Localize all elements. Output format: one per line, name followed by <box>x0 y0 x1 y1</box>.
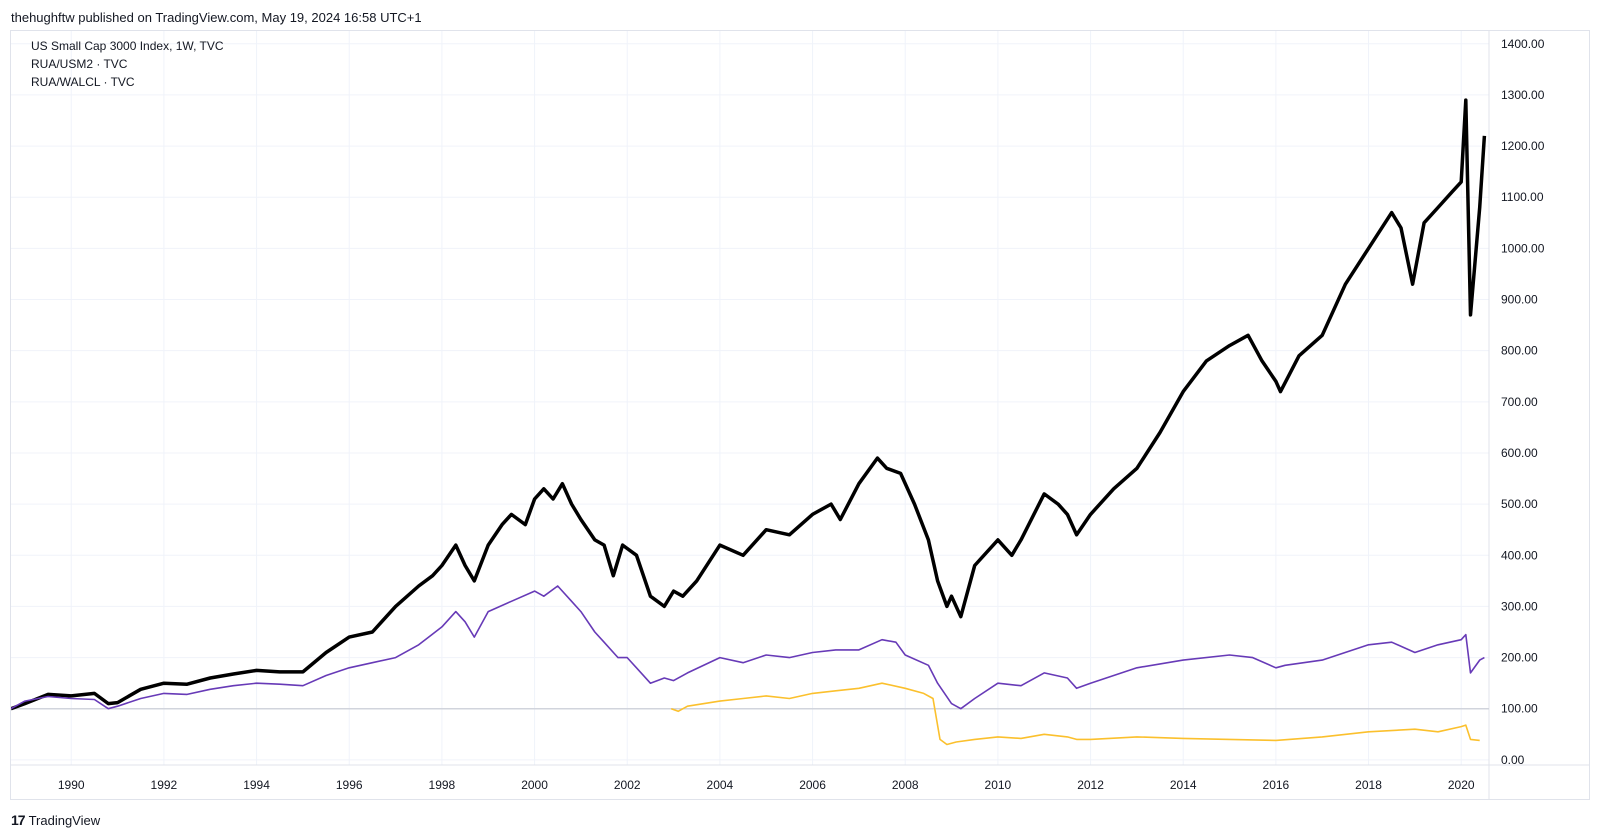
legend-item-walcl[interactable]: RUA/WALCL · TVC <box>31 75 135 89</box>
x-tick-label: 1998 <box>429 778 456 792</box>
y-tick-label: 400.00 <box>1501 548 1538 562</box>
y-tick-label: 1200.00 <box>1501 139 1545 153</box>
y-tick-label: 1300.00 <box>1501 88 1545 102</box>
tradingview-footer[interactable]: 17 TradingView <box>11 812 100 828</box>
x-tick-label: 1994 <box>243 778 270 792</box>
legend-item-usm2[interactable]: RUA/USM2 · TVC <box>31 57 128 71</box>
y-tick-label: 600.00 <box>1501 446 1538 460</box>
x-axis: 1990 1992 1994 1996 1998 2000 2002 2004 2006 2008… <box>58 778 1475 792</box>
x-tick-label: 2008 <box>892 778 919 792</box>
y-axis: 0.00 100.00 200.00 300.00 400.00 500.00 600.00… <box>1501 37 1545 767</box>
y-tick-label: 900.00 <box>1501 293 1538 307</box>
tradingview-brand: TradingView <box>28 812 101 828</box>
x-tick-label: 1996 <box>336 778 363 792</box>
y-tick-label: 1100.00 <box>1501 190 1544 204</box>
x-tick-label: 2004 <box>707 778 734 792</box>
y-tick-label: 200.00 <box>1501 651 1538 665</box>
x-tick-label: 2012 <box>1077 778 1104 792</box>
x-tick-label: 1990 <box>58 778 85 792</box>
x-tick-label: 2016 <box>1263 778 1290 792</box>
x-tick-label: 2018 <box>1355 778 1382 792</box>
series-line-walcl <box>670 682 1480 746</box>
y-tick-label: 1000.00 <box>1501 241 1545 255</box>
publisher-header: thehughftw published on TradingView.com,… <box>11 10 422 25</box>
chart-canvas[interactable]: 0.00 100.00 200.00 300.00 400.00 500.00 600.00… <box>11 31 1589 799</box>
y-tick-label: 800.00 <box>1501 344 1538 358</box>
x-tick-label: 2002 <box>614 778 641 792</box>
y-tick-label: 100.00 <box>1501 702 1538 716</box>
x-tick-label: 2014 <box>1170 778 1197 792</box>
x-tick-label: 2010 <box>985 778 1012 792</box>
y-tick-label: 700.00 <box>1501 395 1538 409</box>
y-tick-label: 500.00 <box>1501 497 1538 511</box>
x-tick-label: 2000 <box>521 778 548 792</box>
y-tick-label: 1400.00 <box>1501 37 1545 51</box>
tradingview-logo-icon: 17 <box>11 812 26 828</box>
x-tick-label: 2006 <box>799 778 826 792</box>
series-line-usm2 <box>11 585 1485 710</box>
chart-panel[interactable]: 0.00 100.00 200.00 300.00 400.00 500.00 600.00… <box>10 30 1590 800</box>
series-layer <box>11 98 1487 746</box>
legend-item-main[interactable]: US Small Cap 3000 Index, 1W, TVC <box>31 39 224 53</box>
x-tick-label: 2020 <box>1448 778 1475 792</box>
y-tick-label: 300.00 <box>1501 599 1538 613</box>
y-tick-label: 0.00 <box>1501 753 1525 767</box>
grid-layer <box>11 31 1589 799</box>
x-tick-label: 1992 <box>151 778 178 792</box>
series-line-main <box>11 98 1487 711</box>
